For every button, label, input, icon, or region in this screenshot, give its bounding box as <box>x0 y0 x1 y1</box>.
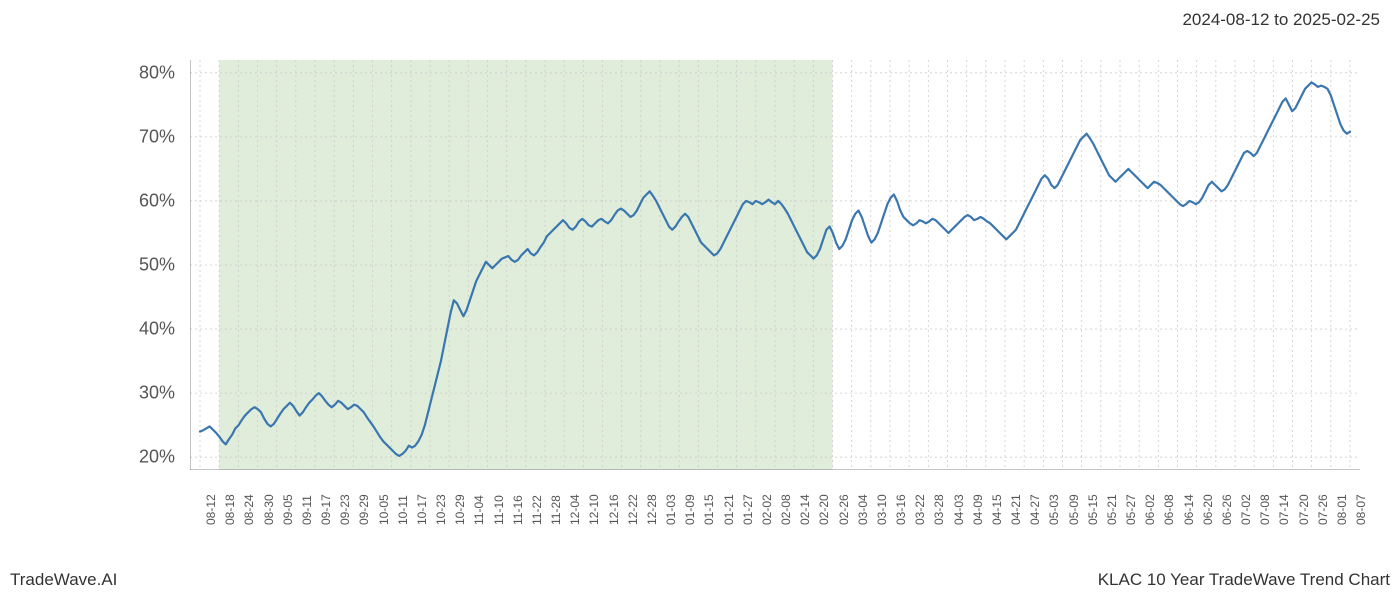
date-range-label: 2024-08-12 to 2025-02-25 <box>1182 10 1380 30</box>
y-tick-label: 30% <box>139 383 175 404</box>
x-tick-label: 12-04 <box>568 494 582 525</box>
line-chart-svg <box>190 60 1360 470</box>
x-tick-label: 07-14 <box>1277 494 1291 525</box>
y-tick-label: 60% <box>139 190 175 211</box>
y-tick-label: 20% <box>139 447 175 468</box>
x-tick-label: 08-07 <box>1354 494 1368 525</box>
x-tick-label: 12-22 <box>626 494 640 525</box>
x-tick-label: 02-26 <box>837 494 851 525</box>
x-tick-label: 11-22 <box>530 495 544 525</box>
y-axis: 20% 30% 40% 50% 60% 70% 80% <box>0 60 185 470</box>
x-tick-label: 01-27 <box>741 494 755 525</box>
x-tick-label: 11-28 <box>549 495 563 525</box>
x-tick-label: 03-16 <box>894 494 908 525</box>
x-tick-label: 06-02 <box>1143 494 1157 525</box>
x-tick-label: 01-09 <box>683 494 697 525</box>
x-tick-label: 04-09 <box>971 494 985 525</box>
x-tick-label: 06-26 <box>1220 494 1234 525</box>
x-tick-label: 08-24 <box>242 494 256 525</box>
x-tick-label: 06-08 <box>1162 494 1176 525</box>
x-tick-label: 05-27 <box>1124 494 1138 525</box>
chart-container: 2024-08-12 to 2025-02-25 20% 30% 40% 50% 60%… <box>0 0 1400 600</box>
x-tick-label: 02-08 <box>779 494 793 525</box>
x-axis: 08-12 08-18 08-24 08-30 09-05 09-11 09-17 09-23… <box>190 475 1360 565</box>
x-tick-label: 07-26 <box>1316 494 1330 525</box>
y-tick-label: 70% <box>139 126 175 147</box>
x-tick-label: 10-17 <box>415 494 429 525</box>
x-tick-label: 05-15 <box>1086 494 1100 525</box>
x-tick-label: 03-22 <box>913 494 927 525</box>
y-tick-label: 50% <box>139 255 175 276</box>
y-tick-label: 80% <box>139 62 175 83</box>
x-tick-label: 10-11 <box>396 495 410 525</box>
x-tick-label: 09-11 <box>300 495 314 525</box>
x-tick-label: 11-10 <box>492 495 506 525</box>
x-tick-label: 07-20 <box>1297 494 1311 525</box>
x-tick-label: 12-16 <box>607 494 621 525</box>
x-tick-label: 04-15 <box>990 494 1004 525</box>
x-tick-label: 11-04 <box>472 495 486 525</box>
chart-plot-area <box>190 60 1360 470</box>
x-tick-label: 05-09 <box>1067 494 1081 525</box>
x-tick-label: 06-14 <box>1182 494 1196 525</box>
x-tick-label: 07-08 <box>1258 494 1272 525</box>
x-tick-label: 08-12 <box>204 494 218 525</box>
x-tick-label: 09-05 <box>281 494 295 525</box>
x-tick-label: 04-21 <box>1009 494 1023 525</box>
x-tick-label: 01-21 <box>722 494 736 525</box>
y-tick-label: 40% <box>139 319 175 340</box>
x-tick-label: 01-15 <box>702 494 716 525</box>
x-tick-label: 04-27 <box>1028 494 1042 525</box>
x-tick-label: 10-05 <box>377 494 391 525</box>
x-tick-label: 10-29 <box>453 494 467 525</box>
x-tick-label: 02-14 <box>798 494 812 525</box>
x-tick-label: 08-18 <box>223 494 237 525</box>
x-tick-label: 08-01 <box>1335 494 1349 525</box>
x-tick-label: 05-21 <box>1105 494 1119 525</box>
x-tick-label: 06-20 <box>1201 494 1215 525</box>
x-tick-label: 02-20 <box>817 494 831 525</box>
x-tick-label: 03-04 <box>856 494 870 525</box>
x-tick-label: 03-28 <box>932 494 946 525</box>
x-tick-label: 10-23 <box>434 494 448 525</box>
x-tick-label: 02-02 <box>760 494 774 525</box>
x-tick-label: 09-17 <box>319 494 333 525</box>
x-tick-label: 05-03 <box>1047 494 1061 525</box>
x-tick-label: 11-16 <box>511 495 525 525</box>
x-tick-label: 04-03 <box>952 494 966 525</box>
x-tick-label: 09-23 <box>338 494 352 525</box>
footer-brand: TradeWave.AI <box>10 570 117 590</box>
x-tick-label: 12-10 <box>587 494 601 525</box>
x-tick-label: 12-28 <box>645 494 659 525</box>
x-tick-label: 08-30 <box>262 494 276 525</box>
x-tick-label: 07-02 <box>1239 494 1253 525</box>
x-tick-label: 09-29 <box>357 494 371 525</box>
x-tick-label: 03-10 <box>875 494 889 525</box>
x-tick-label: 01-03 <box>664 494 678 525</box>
footer-title: KLAC 10 Year TradeWave Trend Chart <box>1098 570 1390 590</box>
